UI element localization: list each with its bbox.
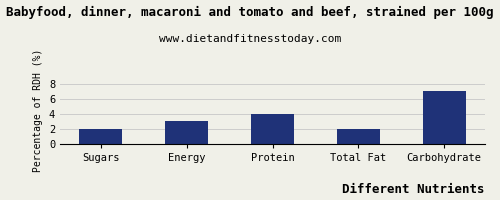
Y-axis label: Percentage of RDH (%): Percentage of RDH (%) <box>34 48 43 172</box>
Bar <box>165 121 208 144</box>
Text: Different Nutrients: Different Nutrients <box>342 183 485 196</box>
Text: Babyfood, dinner, macaroni and tomato and beef, strained per 100g: Babyfood, dinner, macaroni and tomato an… <box>6 6 494 19</box>
Bar <box>423 91 466 144</box>
Bar <box>337 129 380 144</box>
Bar <box>251 114 294 144</box>
Bar <box>80 129 122 144</box>
Text: www.dietandfitnesstoday.com: www.dietandfitnesstoday.com <box>159 34 341 44</box>
